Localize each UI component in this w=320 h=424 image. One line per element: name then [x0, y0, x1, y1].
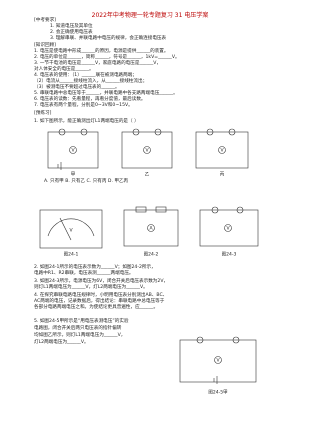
symbol: A: [149, 226, 153, 232]
text-line: （3）被测电压不要超过电压表的______。: [34, 85, 120, 90]
text-line: 2. 电压的单位是______，简称______，符号是______，1kV=_…: [34, 55, 180, 60]
figure-label: 甲: [71, 172, 76, 178]
text-line: 1. 知道电压及其单位: [50, 24, 93, 29]
text-line: 1. 如下图所示，能正确测出灯L1两端电压的是（ ）: [34, 119, 139, 124]
text-line: [中考要求]: [34, 18, 56, 23]
figure-label: 图24-3: [222, 252, 237, 258]
text-line: 电路图，闭合开关后两只电压表的指针偏转: [34, 326, 122, 331]
text-line: （2）电流从______接线柱流入，从______接线柱流出；: [34, 79, 148, 84]
text-line: 6. 电压表的读数：先看量程，再看分度值，最后读数。: [34, 97, 146, 102]
symbol: V: [220, 148, 224, 154]
figure-label: 丙: [220, 172, 225, 178]
text-line: 灯L2两端电压为______V。: [34, 340, 89, 345]
page: 2022年中考物理一轮专题复习 31 电压学案 V V V 甲 乙 丙 V 图2…: [34, 12, 259, 396]
text-line: 3. 理解串联、并联电路中电压的规律，会正确连接电压表: [50, 36, 167, 41]
text-line: 各部分电路两端电压之和。为使结论更具普遍性，应______。: [34, 305, 159, 310]
circuit-24-5: V 图24-5甲: [179, 336, 257, 396]
text-line: 电路中R1、R2串联，电压表测______两端电压。: [34, 271, 134, 276]
text-line: 3. 一节干电池的电压是______V，家庭电路的电压是______V，: [34, 61, 161, 66]
figures: V V V 甲 乙 丙 V 图24-1 A 图24-2 V 图24-3: [39, 128, 259, 396]
text-line: 4. 在探究串联电路电压规律时，小明用电压表分别测出AB、BC、: [34, 293, 168, 298]
text-line: 2. 如图24-1所示的电压表示数为______V；如图24-2所示，: [34, 265, 156, 270]
symbol: V: [145, 148, 149, 154]
text-line: 5. 如图24-5甲所示是“用电压表测电压”的实验: [34, 319, 129, 324]
figure-label: 图24-2: [144, 252, 159, 258]
doc-title: 2022年中考物理一轮专题复习 31 电压学案: [91, 12, 209, 19]
text-line: 7. 电压表有两个量程，分别是0~3V和0~15V。: [34, 103, 133, 108]
symbol: V: [69, 228, 73, 234]
symbol: V: [71, 148, 75, 154]
text-line: 3. 如图24-3所示，电源电压为6V，闭合开关后电压表示数为2V，: [34, 279, 169, 284]
text-line: 则灯L1两端电压为______V，灯L2两端电压为______V。: [34, 285, 148, 290]
text-line: [预练习]: [34, 111, 52, 116]
text-line: 5. 串联电路中总电压等于______，并联电路中各支路两端电压______。: [34, 91, 178, 96]
text-line: A. 只有甲 B. 只有乙 C. 只有丙 D. 甲乙丙: [44, 179, 129, 184]
text-line: 4. 电压表的使用：（1）______联在被测电路两端；: [34, 73, 137, 78]
symbol: V: [216, 358, 220, 364]
text-line: 1. 电压是使电路中形成______的原因，电源是提供______的装置。: [34, 49, 169, 54]
text-line: 2. 会正确使用电压表: [50, 30, 93, 35]
figure-label: 图24-5甲: [208, 390, 227, 396]
symbol: V: [226, 226, 230, 232]
text-line: 对人体安全的电压是______。: [34, 67, 94, 72]
voltmeter-figure: V 图24-1 A 图24-2 V 图24-3: [39, 206, 259, 258]
circuit-set: V V V 甲 乙 丙: [47, 128, 249, 178]
text-line: AC两端的电压，记录数据后，得出结论：串联电路中总电压等于: [34, 299, 165, 304]
text-line: [知识回顾]: [34, 43, 56, 48]
figure-label: 图24-1: [64, 252, 79, 258]
figure-label: 乙: [145, 171, 150, 178]
text-line: 均如图乙所示，则灯L1两端电压为______V，: [34, 333, 126, 338]
